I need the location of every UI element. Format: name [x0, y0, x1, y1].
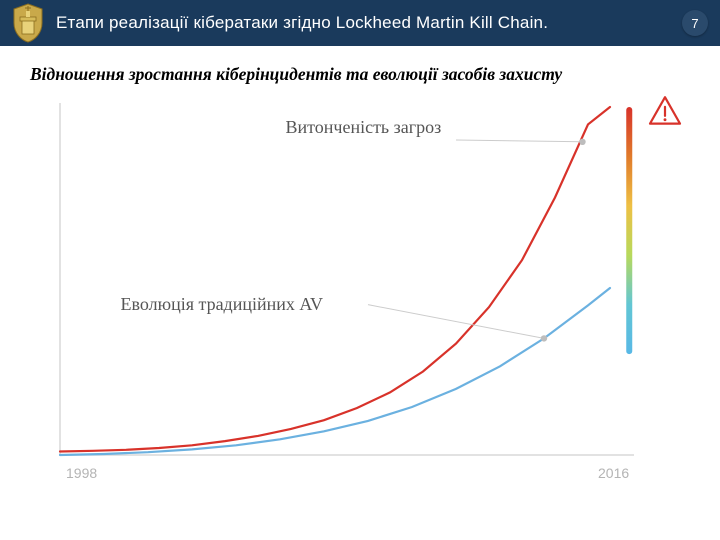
- series-dot-av_evolution: [541, 335, 547, 341]
- series-label-av_evolution: Еволюція традиційних AV: [121, 294, 324, 315]
- series-label-threat_sophistication: Витонченість загроз: [286, 117, 442, 138]
- slide-title: Етапи реалізації кібератаки згідно Lockh…: [56, 13, 682, 33]
- page-number: 7: [691, 16, 698, 31]
- xaxis-label-end: 2016: [598, 465, 629, 481]
- org-logo: [6, 1, 50, 45]
- slide-title-part2: Lockheed Martin Kill Chain.: [336, 13, 548, 32]
- slide-title-part1: Етапи реалізації кібератаки згідно: [56, 13, 336, 32]
- series-dot-threat_sophistication: [579, 139, 585, 145]
- alert-icon: [650, 97, 680, 123]
- series-threat_sophistication: [60, 107, 610, 452]
- gap-indicator-bar: [626, 107, 632, 354]
- chart-subtitle: Відношення зростання кіберінцидентів та …: [0, 46, 720, 95]
- chart-area: Витонченість загроз Еволюція традиційних …: [40, 95, 692, 500]
- page-number-badge: 7: [682, 10, 708, 36]
- slide-header: Етапи реалізації кібератаки згідно Lockh…: [0, 0, 720, 46]
- xaxis-label-start: 1998: [66, 465, 97, 481]
